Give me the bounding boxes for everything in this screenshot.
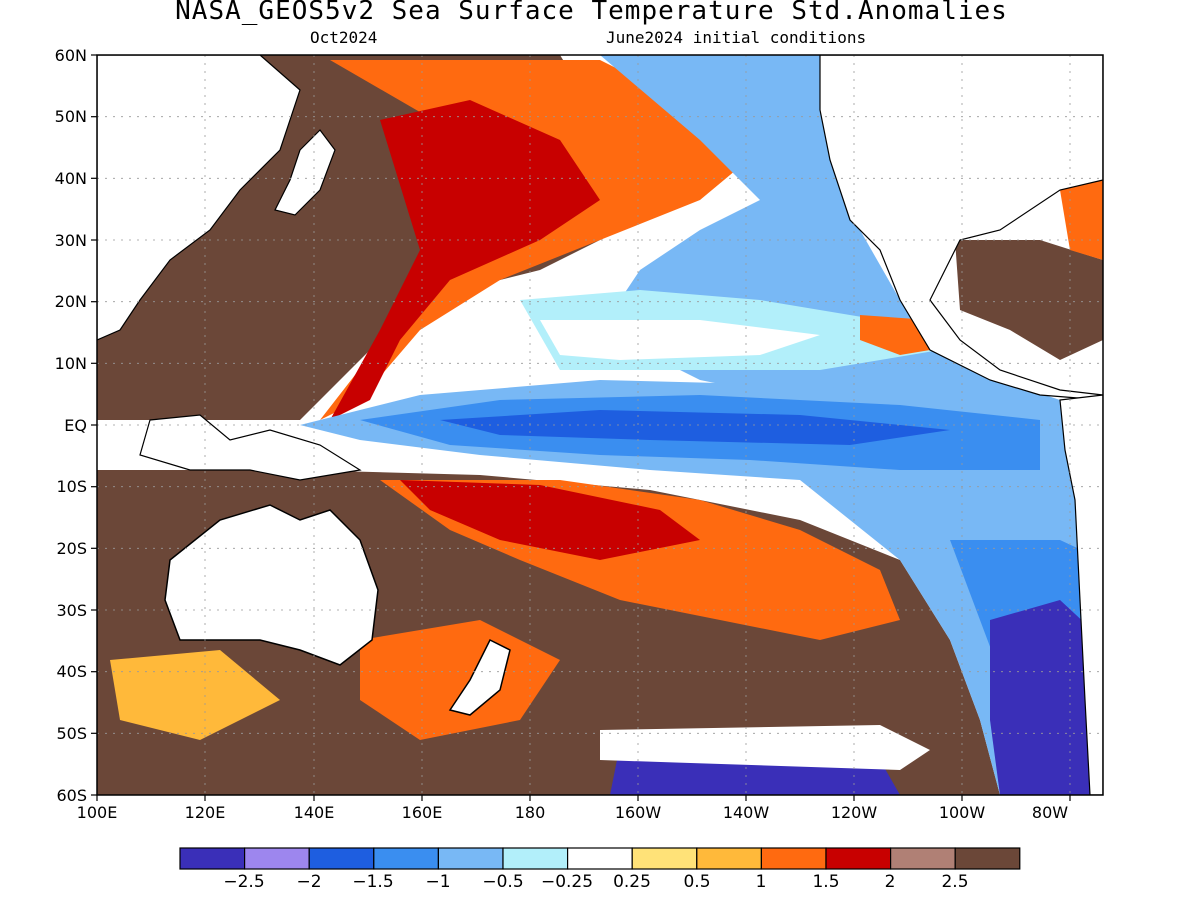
colorbar-swatch <box>566 847 633 870</box>
colorbar-swatch <box>308 847 375 870</box>
map-plot-area <box>97 55 1103 795</box>
lon-label: 180 <box>515 803 546 822</box>
colorbar-swatch <box>696 847 762 870</box>
colorbar-label: −1 <box>425 872 451 892</box>
colorbar <box>179 847 1021 870</box>
colorbar-label: −0.25 <box>540 872 594 892</box>
colorbar-label: 2 <box>884 872 896 892</box>
initial-conditions: June2024 initial conditions <box>606 28 867 47</box>
map-title: NASA_GEOS5v2 Sea Surface Temperature Std… <box>175 0 1008 26</box>
japan-land <box>274 129 336 216</box>
equatorial-cold-tongue-deep <box>440 410 950 445</box>
colorbar-swatch <box>825 847 892 870</box>
graticule <box>97 55 1103 795</box>
colorbar-label: 0.5 <box>683 872 711 892</box>
lon-label: 160W <box>615 803 662 822</box>
lon-label: 160E <box>402 803 443 822</box>
kuroshio-red-band <box>330 100 600 420</box>
new-zealand-land <box>448 638 511 716</box>
southern-ocean-deep-cold <box>990 600 1103 795</box>
lon-label: 140W <box>723 803 770 822</box>
lat-label: 50S <box>56 724 87 743</box>
tick-marks <box>91 54 1071 801</box>
lat-label: 40S <box>56 662 87 681</box>
maritime-continent-land <box>139 414 362 481</box>
lat-label: EQ <box>64 416 87 435</box>
colorbar-label: −0.5 <box>482 872 524 892</box>
longitude-labels: 100E 120E 140E 160E 180 160W 140W 120W 1… <box>77 803 1069 822</box>
lat-label: 60N <box>55 46 87 65</box>
lon-label: 100W <box>939 803 986 822</box>
southwest-warm-band <box>110 650 280 740</box>
north-america-land <box>819 55 1103 401</box>
colorbar-label: −2 <box>296 872 322 892</box>
spcz-red-band <box>400 480 700 560</box>
colorbar-swatch <box>244 847 310 870</box>
lat-label: 50N <box>55 107 87 126</box>
colorbar-swatch <box>373 847 439 870</box>
south-america-land <box>1059 394 1103 795</box>
colorbar-swatch <box>889 847 956 870</box>
colorbar-swatch <box>437 847 504 870</box>
lat-label: 20N <box>55 292 87 311</box>
colorbar-swatch <box>502 847 569 870</box>
colorbar-swatch <box>954 847 1021 870</box>
lat-label: 10N <box>55 354 87 373</box>
lon-label: 120W <box>831 803 878 822</box>
colorbar-label: 1.5 <box>812 872 840 892</box>
lon-label: 80W <box>1032 803 1068 822</box>
gulf-mexico-warm <box>955 240 1103 360</box>
forecast-month: Oct2024 <box>310 28 378 47</box>
asia-land <box>97 55 301 341</box>
colorbar-swatch <box>631 847 698 870</box>
lat-label: 40N <box>55 169 87 188</box>
lat-label: 30S <box>56 601 87 620</box>
lat-label: 20S <box>56 539 87 558</box>
colorbar-label: −2.5 <box>223 872 265 892</box>
australia-land <box>164 504 379 666</box>
lon-label: 120E <box>185 803 226 822</box>
lat-label: 10S <box>56 477 87 496</box>
lat-label: 30N <box>55 231 87 250</box>
colorbar-label: 1 <box>755 872 767 892</box>
lat-label: 60S <box>56 786 87 805</box>
colorbar-label: 0.25 <box>613 872 651 892</box>
lon-label: 100E <box>77 803 118 822</box>
colorbar-label: −1.5 <box>352 872 394 892</box>
latitude-labels: 60N 50N 40N 30N 20N 10N EQ 10S 20S 30S 4… <box>55 46 87 805</box>
colorbar-label: 2.5 <box>941 872 969 892</box>
atlantic-warm <box>1060 180 1103 260</box>
colorbar-swatch <box>760 847 827 870</box>
southern-ocean-white-band <box>600 725 930 770</box>
colorbar-swatch <box>179 847 246 870</box>
subtropical-white-band <box>540 320 820 360</box>
lon-label: 140E <box>294 803 335 822</box>
